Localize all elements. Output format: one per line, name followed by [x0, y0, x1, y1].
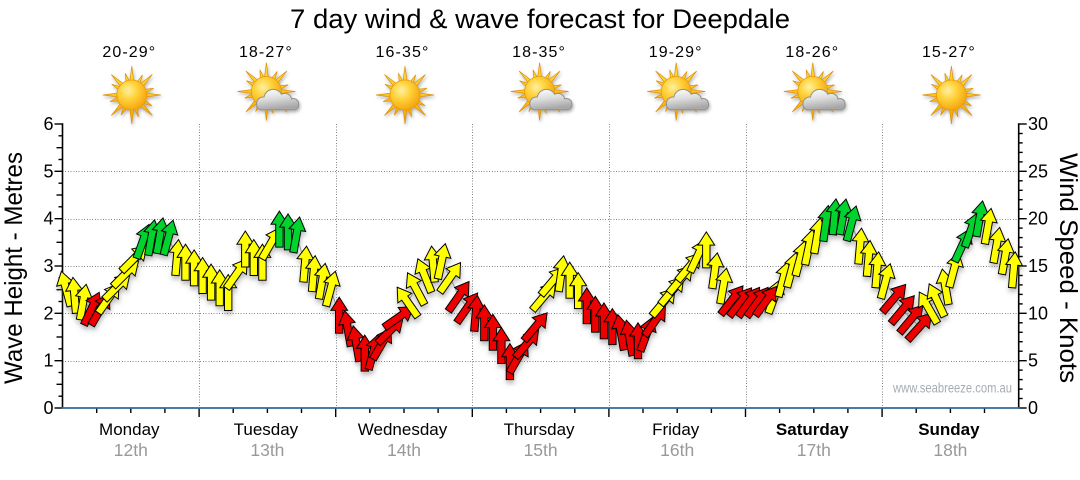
svg-text:20-29°: 20-29° — [102, 44, 156, 61]
svg-text:20: 20 — [1028, 209, 1048, 229]
svg-text:Tuesday: Tuesday — [234, 420, 299, 439]
svg-text:16th: 16th — [660, 440, 694, 460]
svg-text:0: 0 — [43, 398, 53, 418]
svg-text:14th: 14th — [387, 440, 421, 460]
svg-text:6: 6 — [43, 114, 53, 134]
svg-text:3: 3 — [43, 256, 53, 276]
svg-text:18-27°: 18-27° — [239, 44, 293, 61]
svg-text:www.seabreeze.com.au: www.seabreeze.com.au — [892, 380, 1012, 396]
svg-text:16-35°: 16-35° — [376, 44, 430, 61]
svg-text:Monday: Monday — [99, 420, 160, 439]
svg-text:18-26°: 18-26° — [785, 44, 839, 61]
svg-text:4: 4 — [43, 209, 53, 229]
svg-text:12th: 12th — [114, 440, 148, 460]
svg-text:13th: 13th — [250, 440, 284, 460]
svg-text:Wind Speed - Knots: Wind Speed - Knots — [1054, 153, 1080, 383]
svg-text:7 day wind & wave forecast for: 7 day wind & wave forecast for Deepdale — [290, 4, 790, 34]
svg-text:Wednesday: Wednesday — [358, 420, 448, 439]
svg-text:1: 1 — [43, 351, 53, 371]
svg-text:18th: 18th — [933, 440, 967, 460]
svg-text:5: 5 — [1028, 351, 1038, 371]
svg-text:Thursday: Thursday — [504, 420, 575, 439]
svg-text:5: 5 — [43, 161, 53, 181]
svg-text:Saturday: Saturday — [776, 420, 849, 439]
svg-text:15th: 15th — [524, 440, 558, 460]
svg-text:19-29°: 19-29° — [649, 44, 703, 61]
svg-text:18-35°: 18-35° — [512, 44, 566, 61]
svg-text:2: 2 — [43, 303, 53, 323]
svg-text:Wave Height - Metres: Wave Height - Metres — [0, 152, 28, 384]
svg-text:17th: 17th — [797, 440, 831, 460]
svg-text:10: 10 — [1028, 303, 1048, 323]
svg-text:15-27°: 15-27° — [922, 44, 976, 61]
svg-text:25: 25 — [1028, 161, 1048, 181]
svg-text:15: 15 — [1028, 256, 1048, 276]
svg-text:30: 30 — [1028, 114, 1048, 134]
svg-text:0: 0 — [1028, 398, 1038, 418]
svg-text:Sunday: Sunday — [918, 420, 980, 439]
svg-text:Friday: Friday — [652, 420, 700, 439]
